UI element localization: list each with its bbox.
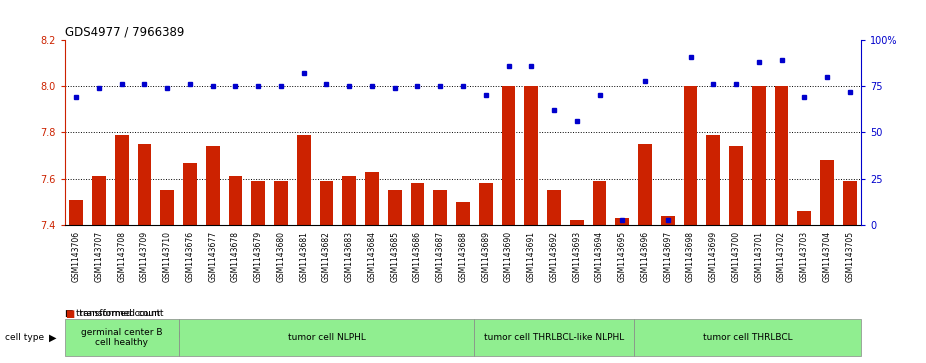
- Bar: [820, 160, 834, 225]
- Bar: [183, 163, 197, 225]
- Bar: [616, 218, 629, 225]
- Bar: [502, 86, 516, 225]
- Bar: [661, 216, 675, 225]
- Bar: [274, 181, 288, 225]
- Text: tumor cell THRLBCL: tumor cell THRLBCL: [703, 333, 793, 342]
- Bar: [433, 190, 447, 225]
- Bar: [115, 135, 129, 225]
- Bar: [479, 183, 493, 225]
- Bar: [388, 190, 402, 225]
- Bar: [569, 220, 583, 225]
- Bar: [138, 144, 151, 225]
- Bar: [752, 86, 766, 225]
- Bar: [319, 181, 333, 225]
- Bar: [206, 146, 219, 225]
- Bar: [707, 135, 720, 225]
- Bar: [524, 86, 538, 225]
- Text: cell type: cell type: [5, 333, 44, 342]
- Bar: [843, 181, 857, 225]
- Bar: [297, 135, 310, 225]
- Bar: [251, 181, 265, 225]
- Text: tumor cell THRLBCL-like NLPHL: tumor cell THRLBCL-like NLPHL: [484, 333, 624, 342]
- Text: ■  transformed count: ■ transformed count: [65, 310, 163, 318]
- Text: germinal center B
cell healthy: germinal center B cell healthy: [81, 328, 162, 347]
- Bar: [593, 181, 607, 225]
- Bar: [343, 176, 357, 225]
- Text: ■: ■: [65, 309, 74, 319]
- Bar: [365, 172, 379, 225]
- Bar: [547, 190, 561, 225]
- Text: transformed count: transformed count: [76, 310, 160, 318]
- Bar: [797, 211, 811, 225]
- Bar: [160, 190, 174, 225]
- Text: ▶: ▶: [49, 333, 56, 343]
- Text: tumor cell NLPHL: tumor cell NLPHL: [288, 333, 366, 342]
- Bar: [92, 176, 106, 225]
- Bar: [775, 86, 788, 225]
- Bar: [69, 200, 83, 225]
- Bar: [229, 176, 243, 225]
- Bar: [638, 144, 652, 225]
- Bar: [410, 183, 424, 225]
- Bar: [683, 86, 697, 225]
- Bar: [729, 146, 743, 225]
- Text: ■: ■: [65, 331, 74, 341]
- Bar: [457, 202, 469, 225]
- Text: percentile rank within the sample: percentile rank within the sample: [76, 331, 229, 340]
- Text: GDS4977 / 7966389: GDS4977 / 7966389: [65, 26, 184, 39]
